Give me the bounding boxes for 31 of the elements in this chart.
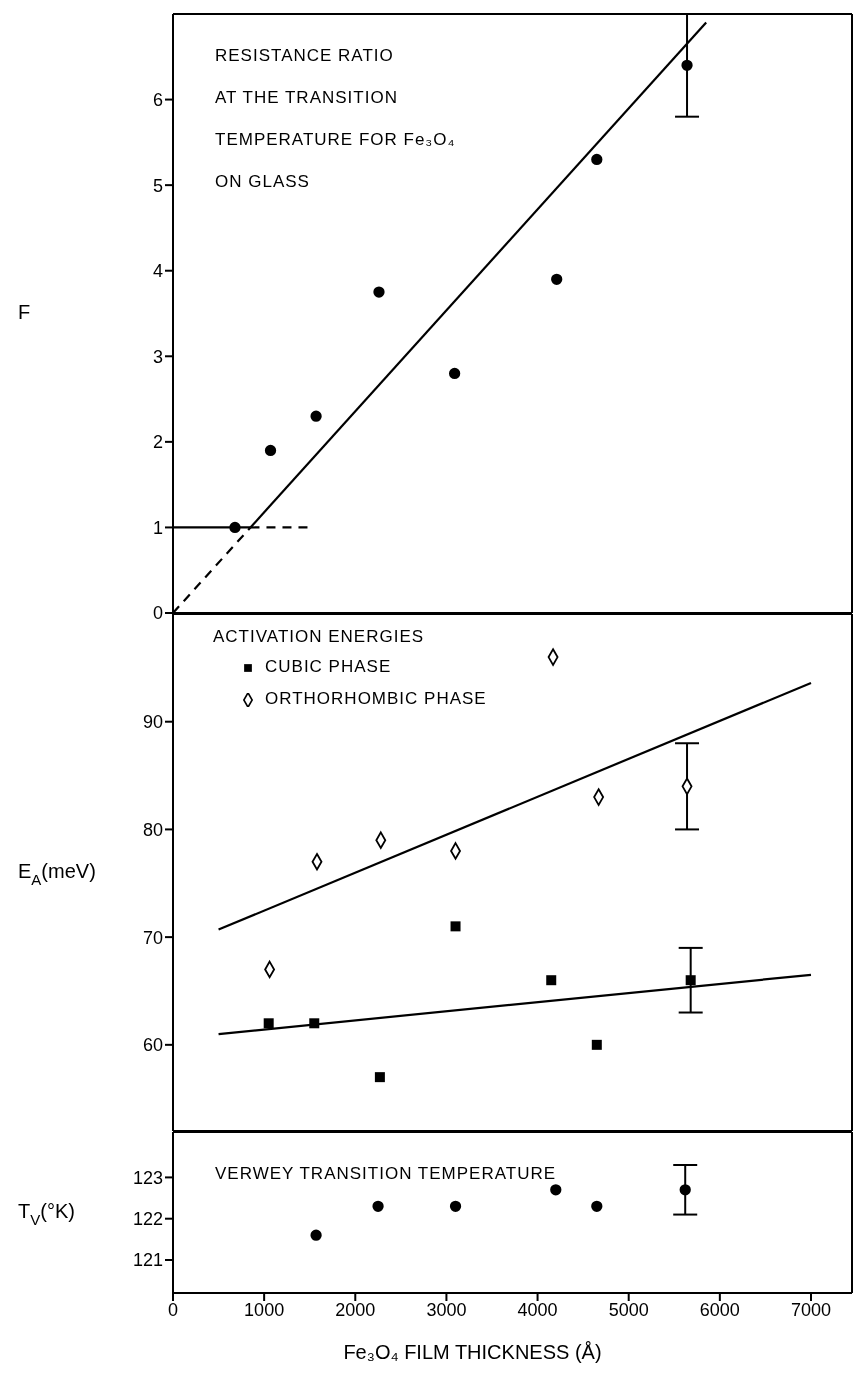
x-tick-label: 1000: [244, 1299, 285, 1320]
y-tick-label: 70: [142, 927, 163, 948]
legend-title: ACTIVATION ENERGIES: [213, 627, 426, 647]
y-axis-title: E$_{A}$(meV): [18, 859, 96, 888]
x-tick-label: 0: [167, 1299, 179, 1320]
y-axis-title: F: [18, 300, 31, 323]
x-tick-label: 4000: [517, 1299, 558, 1320]
annotation: VERWEY TRANSITION TEMPERATURE: [215, 1163, 557, 1185]
x-tick-label: 7000: [790, 1299, 832, 1320]
y-tick-label: 80: [142, 819, 163, 840]
y-tick-label: 0: [152, 603, 163, 624]
y-axis-title: T$_{V}$(°K): [18, 1199, 75, 1228]
y-tick-label: 121: [132, 1250, 163, 1271]
x-tick-label: 6000: [699, 1299, 740, 1320]
y-tick-label: 90: [142, 712, 163, 733]
y-tick-label: 3: [152, 346, 163, 367]
y-tick-label: 123: [132, 1167, 163, 1188]
text: RESISTANCE RATIO AT THE TRANSITION TEMPERATURE FOR Fe₃O₄ ON GLASS: [215, 46, 456, 191]
y-tick-label: 1: [152, 517, 163, 538]
x-tick-label: 2000: [335, 1299, 376, 1320]
x-axis-title: Fe₃O₄ FILM THICKNESS (Å): [343, 1341, 602, 1363]
legend-label: CUBIC PHASE: [265, 657, 392, 676]
y-tick-label: 60: [142, 1035, 163, 1056]
x-tick-label: 3000: [426, 1299, 467, 1320]
y-tick-label: 5: [152, 175, 163, 196]
legend-label: ORTHORHOMBIC PHASE: [265, 689, 487, 708]
y-tick-label: 4: [152, 261, 163, 282]
y-tick-label: 122: [132, 1209, 163, 1230]
y-tick-label: 2: [152, 432, 163, 453]
y-tick-label: 6: [152, 89, 163, 110]
x-tick-label: 5000: [608, 1299, 649, 1320]
